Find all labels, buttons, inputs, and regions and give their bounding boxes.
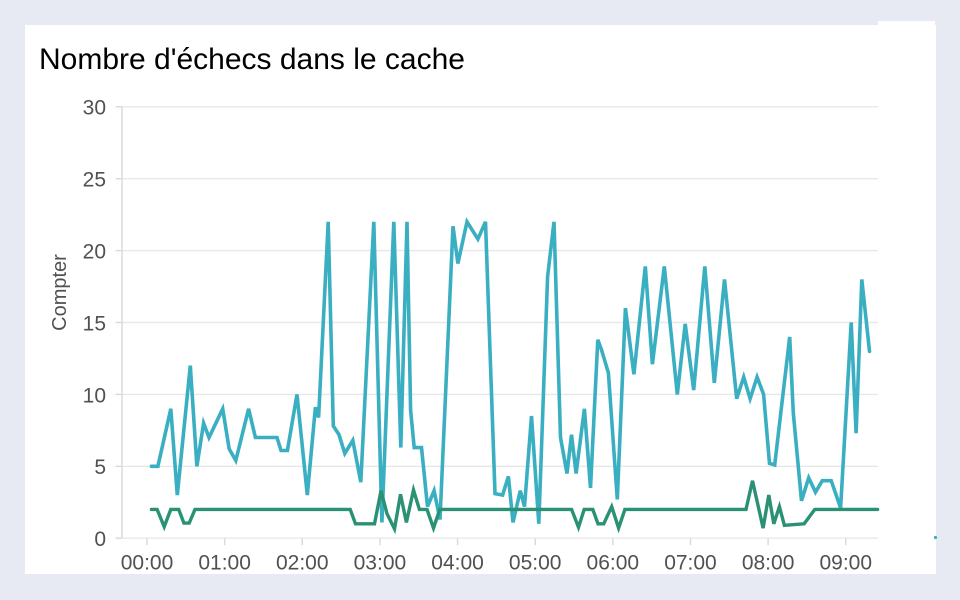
svg-text:00:00: 00:00 <box>121 552 174 575</box>
svg-text:09:00: 09:00 <box>819 552 872 575</box>
svg-text:04:00: 04:00 <box>431 552 484 575</box>
svg-text:07:00: 07:00 <box>664 552 717 575</box>
svg-text:Compter: Compter <box>49 254 71 331</box>
svg-text:08:00: 08:00 <box>742 552 795 575</box>
svg-text:0: 0 <box>94 528 106 551</box>
svg-text:25: 25 <box>83 169 106 192</box>
svg-text:05:00: 05:00 <box>509 552 562 575</box>
svg-text:02:00: 02:00 <box>276 552 329 575</box>
svg-text:10: 10 <box>83 384 106 407</box>
svg-text:15: 15 <box>83 312 106 335</box>
svg-text:30: 30 <box>83 97 106 120</box>
svg-text:03:00: 03:00 <box>354 552 407 575</box>
svg-text:20: 20 <box>83 241 106 264</box>
svg-text:5: 5 <box>94 456 106 479</box>
svg-text:01:00: 01:00 <box>198 552 251 575</box>
svg-text:06:00: 06:00 <box>587 552 640 575</box>
